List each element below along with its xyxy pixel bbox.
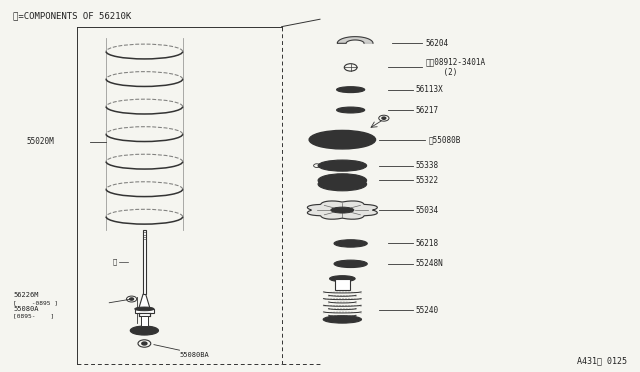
Bar [143, 231, 146, 294]
Text: 55020M: 55020M [26, 137, 54, 146]
Ellipse shape [330, 136, 355, 143]
Circle shape [382, 117, 386, 119]
Text: 55322: 55322 [416, 176, 439, 185]
Text: 56226M: 56226M [13, 292, 39, 298]
Text: 55338: 55338 [416, 161, 439, 170]
Bar [135, 309, 154, 313]
Text: 55080BA: 55080BA [179, 352, 209, 358]
Ellipse shape [135, 307, 154, 311]
Ellipse shape [337, 87, 365, 93]
Ellipse shape [345, 109, 356, 111]
Ellipse shape [318, 177, 367, 191]
Text: 55240: 55240 [416, 306, 439, 315]
Ellipse shape [318, 174, 367, 187]
Ellipse shape [330, 276, 355, 282]
Text: ※=COMPONENTS OF 56210K: ※=COMPONENTS OF 56210K [13, 12, 132, 21]
Bar [335, 279, 350, 290]
Ellipse shape [138, 328, 152, 333]
Bar [141, 316, 148, 327]
Polygon shape [307, 201, 378, 219]
Text: 56218: 56218 [416, 239, 439, 248]
Text: ※: ※ [113, 259, 116, 265]
Ellipse shape [331, 177, 354, 183]
Ellipse shape [331, 181, 354, 187]
Ellipse shape [344, 262, 357, 265]
Bar [139, 313, 150, 316]
Text: ※55080B: ※55080B [429, 135, 461, 144]
Ellipse shape [131, 326, 159, 335]
Circle shape [130, 298, 134, 300]
Ellipse shape [331, 163, 354, 168]
Text: 55034: 55034 [416, 206, 439, 215]
Ellipse shape [318, 160, 367, 171]
Ellipse shape [334, 240, 367, 247]
Ellipse shape [309, 131, 376, 149]
Text: 56204: 56204 [426, 39, 449, 48]
Text: 56217: 56217 [416, 106, 439, 115]
Ellipse shape [331, 207, 354, 213]
Text: 55080A: 55080A [13, 306, 39, 312]
Text: 56113X: 56113X [416, 85, 444, 94]
Ellipse shape [344, 242, 357, 245]
Text: [    -0895 ]: [ -0895 ] [13, 300, 58, 305]
Ellipse shape [334, 260, 367, 267]
Polygon shape [337, 37, 373, 43]
Text: 55248N: 55248N [416, 259, 444, 268]
Text: ※ⓝ08912-3401A
    (2): ※ⓝ08912-3401A (2) [426, 58, 486, 77]
Ellipse shape [345, 89, 356, 91]
Polygon shape [139, 294, 150, 309]
Text: [0895-    ]: [0895- ] [13, 313, 54, 318]
Ellipse shape [337, 107, 365, 113]
Circle shape [142, 342, 147, 345]
Text: A431※ 0125: A431※ 0125 [577, 357, 627, 366]
Circle shape [141, 329, 147, 332]
Ellipse shape [323, 316, 362, 323]
